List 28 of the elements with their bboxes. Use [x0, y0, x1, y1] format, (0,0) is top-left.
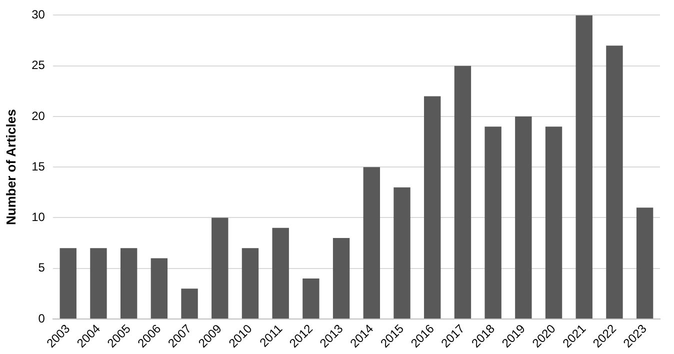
bar [212, 218, 228, 318]
bar [454, 66, 472, 318]
bar [636, 208, 654, 318]
bar [150, 258, 168, 318]
bar [545, 126, 562, 318]
y-axis-title: Number of Articles [3, 109, 18, 225]
bar [60, 248, 76, 318]
bar [424, 96, 441, 318]
bar [576, 15, 592, 318]
bar [394, 187, 410, 318]
y-tick-label: 15 [32, 159, 46, 174]
bar [120, 248, 138, 318]
y-tick-label: 30 [32, 8, 46, 22]
bar [90, 248, 107, 318]
y-tick-label: 5 [38, 260, 46, 275]
bar [363, 167, 380, 318]
bar [515, 116, 532, 318]
y-tick-label: 25 [32, 58, 46, 72]
y-tick-label: 0 [38, 311, 46, 326]
bar [606, 46, 623, 318]
y-tick-label: 20 [32, 108, 46, 123]
bar [332, 238, 350, 318]
y-tick-label: 10 [32, 210, 46, 224]
bar [302, 278, 320, 318]
bar [181, 288, 198, 318]
bar [242, 248, 259, 318]
bar [272, 228, 289, 318]
bar [484, 126, 502, 318]
